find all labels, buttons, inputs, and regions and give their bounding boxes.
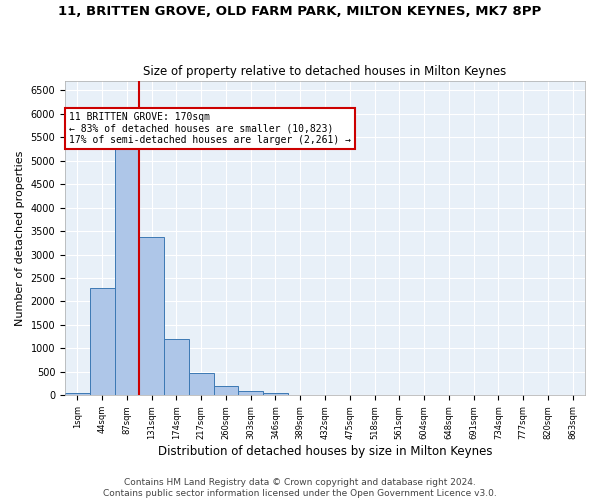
Bar: [164, 339, 189, 395]
Text: 11 BRITTEN GROVE: 170sqm
← 83% of detached houses are smaller (10,823)
17% of se: 11 BRITTEN GROVE: 170sqm ← 83% of detach…: [69, 112, 351, 144]
Text: 11, BRITTEN GROVE, OLD FARM PARK, MILTON KEYNES, MK7 8PP: 11, BRITTEN GROVE, OLD FARM PARK, MILTON…: [58, 5, 542, 18]
Bar: [139, 236, 164, 395]
Bar: [238, 391, 263, 395]
X-axis label: Distribution of detached houses by size in Milton Keynes: Distribution of detached houses by size …: [158, 444, 492, 458]
Bar: [90, 288, 115, 395]
Title: Size of property relative to detached houses in Milton Keynes: Size of property relative to detached ho…: [143, 66, 506, 78]
Bar: [65, 393, 90, 395]
Bar: [115, 109, 139, 395]
Bar: [214, 386, 238, 395]
Y-axis label: Number of detached properties: Number of detached properties: [15, 150, 25, 326]
Bar: [263, 394, 288, 395]
Text: Contains HM Land Registry data © Crown copyright and database right 2024.
Contai: Contains HM Land Registry data © Crown c…: [103, 478, 497, 498]
Bar: [189, 372, 214, 395]
